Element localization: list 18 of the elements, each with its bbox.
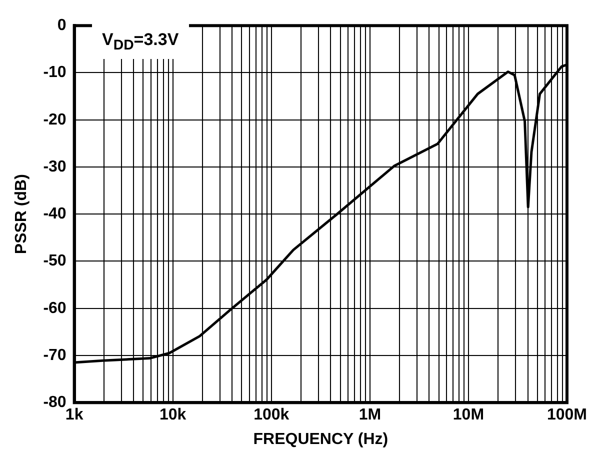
x-tick-label: 100k <box>254 406 290 424</box>
y-tick-label: -30 <box>43 158 66 176</box>
x-tick-label: 100M <box>546 406 588 424</box>
y-tick-label: -20 <box>43 111 66 128</box>
x-tick-label: 10k <box>160 406 186 424</box>
y-tick-label: -40 <box>43 206 66 223</box>
y-tick-label: -80 <box>43 394 66 412</box>
x-axis-title: FREQUENCY (Hz) <box>253 430 388 448</box>
annotation: V$_{DD}$=3.3V <box>92 24 189 60</box>
y-tick-label: -10 <box>43 64 66 82</box>
y-tick-label: 0 <box>57 17 66 34</box>
x-tick-label: 10M <box>452 406 484 424</box>
y-tick-label: -70 <box>43 346 66 364</box>
x-tick-label: 1M <box>358 406 382 424</box>
y-axis-title: PSSR (dB) <box>13 174 30 254</box>
y-tick-label: -60 <box>43 300 66 317</box>
x-tick-label: 1k <box>65 406 84 424</box>
y-tick-label: -50 <box>43 252 66 270</box>
